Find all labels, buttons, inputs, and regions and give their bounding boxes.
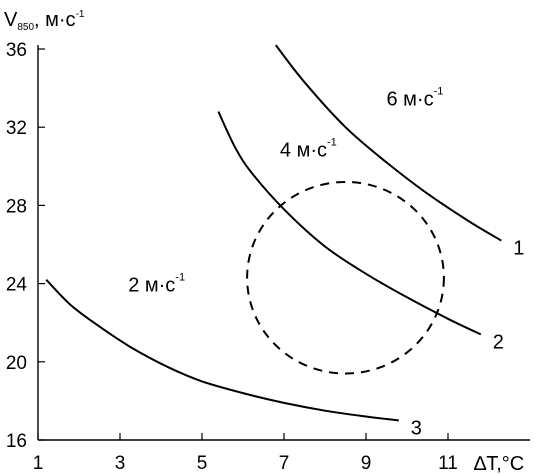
y-axis-label-unit: , м·с [34,9,76,31]
y-axis-label: V850, м·с-1 [4,9,85,33]
annotations: 6 м·с-1 4 м·с-1 2 м·с-1 [128,86,443,297]
y-tick-label: 36 [6,40,27,61]
series-1-label: 1 [513,238,524,260]
x-axis-label: ∆T,°C [474,453,524,474]
series-2-label: 2 [493,331,504,353]
axes [37,45,530,441]
y-axis-label-sup: -1 [76,9,85,20]
x-tick-label: 3 [115,453,126,474]
x-tick-label: 11 [438,453,458,474]
series-group: 1 2 3 [45,44,524,439]
speed-annotation: 2 м·с-1 [128,271,185,296]
series-1-line [275,44,502,242]
x-tick-label: 7 [279,453,290,474]
x-tick-label: 5 [197,453,208,474]
x-tick-label: 9 [361,453,372,474]
speed-annotation: 6 м·с-1 [387,86,444,111]
y-tick-label: 28 [6,196,27,217]
y-axis-label-sub: 850 [17,22,34,33]
series-3-line [45,279,399,422]
y-tick-label: 20 [6,353,27,374]
series-3-label: 3 [411,417,422,439]
y-tick-label: 32 [6,118,27,139]
x-tick-label: 1 [33,453,44,474]
x-axis-label-main: ∆T, [474,453,502,474]
x-axis-label-unit: °C [502,453,524,474]
speed-annotation: 4 м·с-1 [280,137,337,162]
y-tick-label: 16 [6,431,27,452]
y-axis-label-main: V [4,9,18,31]
y-tick-label: 24 [6,275,28,296]
ticks: 1 3 5 7 9 11 16 20 24 28 32 36 [6,40,458,474]
dashed-circle [246,180,445,375]
